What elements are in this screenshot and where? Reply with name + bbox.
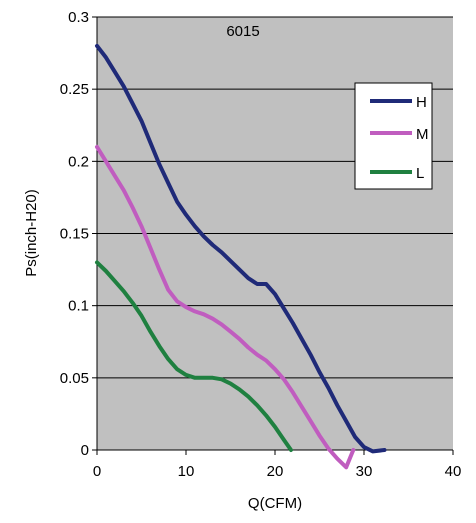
y-tick-label: 0.25 <box>60 81 89 98</box>
x-tick-label: 10 <box>178 463 195 480</box>
x-tick-label: 20 <box>267 463 284 480</box>
y-tick-label: 0 <box>81 442 89 459</box>
axes <box>92 16 454 455</box>
y-tick-label: 0.1 <box>68 298 89 315</box>
x-tick-label: 0 <box>93 463 101 480</box>
series-line-m <box>95 144 356 470</box>
x-tick-label: 40 <box>445 463 462 480</box>
x-axis-title: Q(CFM) <box>248 495 302 512</box>
legend-label-m: M <box>416 126 429 143</box>
series-line-h <box>95 43 387 454</box>
y-tick-label: 0.3 <box>68 9 89 26</box>
x-tick-label: 30 <box>356 463 373 480</box>
y-tick-label: 0.2 <box>68 153 89 170</box>
chart-title: 6015 <box>226 23 259 40</box>
y-tick-labels: 0 0.05 0.1 0.15 0.2 0.25 0.3 <box>60 9 89 459</box>
y-tick-label: 0.15 <box>60 226 89 243</box>
legend-label-l: L <box>416 165 424 182</box>
series-lines <box>95 43 387 470</box>
legend-label-h: H <box>416 94 427 111</box>
x-tick-labels: 0 10 20 30 40 <box>93 463 462 480</box>
y-tick-label: 0.05 <box>60 370 89 387</box>
series-line-l <box>95 260 293 452</box>
y-axis-title: Ps(inch-H20) <box>23 189 40 277</box>
legend: HM L <box>354 82 433 190</box>
